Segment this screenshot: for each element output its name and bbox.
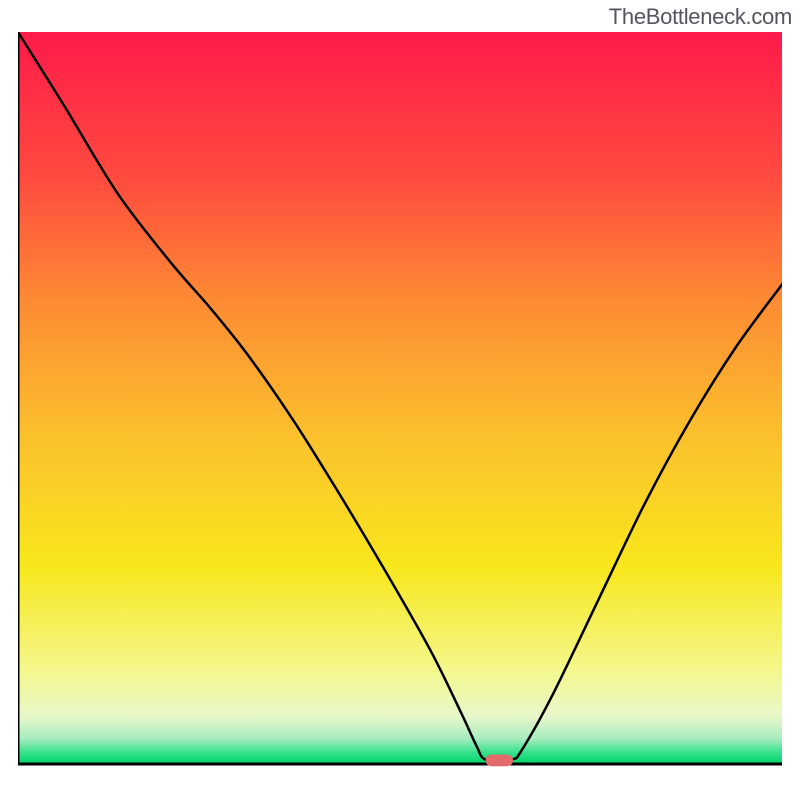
chart-marker xyxy=(486,754,514,766)
chart-svg xyxy=(18,32,782,784)
bottleneck-chart xyxy=(18,32,782,784)
watermark-text: TheBottleneck.com xyxy=(609,4,792,30)
optimal-marker xyxy=(486,754,514,766)
chart-background xyxy=(18,32,782,764)
